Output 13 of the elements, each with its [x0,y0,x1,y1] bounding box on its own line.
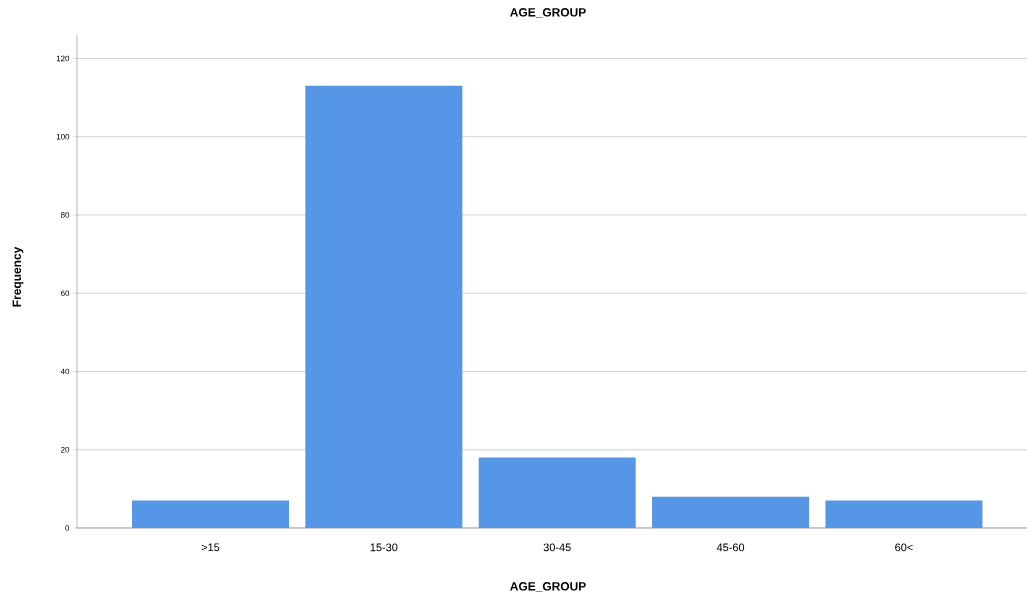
x-tick-label: >15 [201,543,220,552]
bar [305,85,463,528]
x-tick-label: 45-60 [716,543,745,552]
bar [132,500,289,528]
bar [652,496,810,528]
x-tick-label: 60< [895,543,913,552]
x-tick-label: 30-45 [543,543,571,552]
bar [825,500,983,528]
y-axis-title: Frequency [12,246,24,307]
x-axis-title: AGE_GROUP [510,582,586,592]
bar [478,457,636,528]
chart-title: AGE_GROUP [510,8,586,18]
x-tick-label: 15-30 [370,543,398,552]
